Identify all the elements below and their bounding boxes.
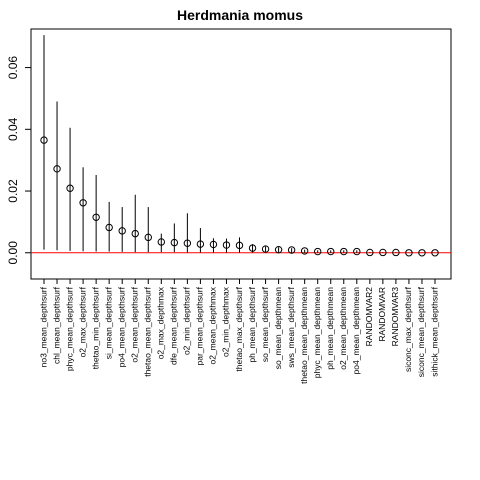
data-point <box>431 249 439 257</box>
data-point <box>92 213 100 221</box>
x-category-label: o2_min_depthsurf <box>182 286 192 355</box>
x-category-label: o2_max_depthsurf <box>77 286 87 357</box>
x-category-label: o2_mean_depthsurf <box>129 286 139 362</box>
x-category-label: po4_mean_depthmean <box>351 287 361 375</box>
data-point <box>379 248 387 257</box>
data-point <box>222 241 231 249</box>
data-point <box>274 245 283 254</box>
data-point <box>66 184 74 192</box>
data-point <box>105 223 113 232</box>
x-category-label: thetao_min_depthsurf <box>90 286 100 369</box>
x-category-label: RANDOMVAR3 <box>390 287 400 347</box>
x-category-label: po4_mean_depthsurf <box>116 286 126 367</box>
x-category-label: siconc_max_depthsurf <box>403 286 413 372</box>
data-point <box>261 245 270 253</box>
data-point <box>405 249 413 257</box>
data-point <box>300 247 309 255</box>
x-category-label: si_mean_depthsurf <box>103 286 113 359</box>
x-category-label: o2_mean_depthmax <box>208 286 218 364</box>
x-category-label: dfe_mean_depthsurf <box>169 286 179 365</box>
data-point <box>392 248 400 257</box>
x-category-label: thetao_mean_depthsurf <box>143 286 153 376</box>
x-category-label: ph_mean_depthsurf <box>247 286 257 362</box>
x-category-label: par_mean_depthsurf <box>195 286 205 365</box>
x-category-label: chl_mean_depthsurf <box>51 286 61 364</box>
data-point <box>79 199 87 207</box>
x-category-label: no3_mean_depthsurf <box>38 286 48 367</box>
x-category-label: so_mean_depthmean <box>273 287 283 370</box>
y-tick-label: 0.06 <box>6 56 20 80</box>
data-point <box>144 233 152 242</box>
x-category-label: thetao_max_depthsurf <box>234 286 244 371</box>
data-point <box>157 238 166 246</box>
data-point <box>40 136 48 144</box>
data-point <box>170 238 179 247</box>
x-category-label: phyc_mean_depthmean <box>312 287 322 378</box>
plot-area: 0.00 0.02 0.04 0.06 no3_mean_depthsurf chl_me… <box>6 28 452 384</box>
x-category-label: ph_mean_depthmean <box>325 287 335 370</box>
data-point <box>327 247 335 256</box>
x-category-label: RANDOMVAR <box>377 287 387 342</box>
x-category-label: RANDOMVAR2 <box>364 287 374 347</box>
x-category-label: so_mean_depthsurf <box>260 286 270 362</box>
data-point <box>287 246 296 254</box>
x-category-label: o2_mean_depthmean <box>338 287 348 370</box>
x-category-label: sithick_mean_depthsurf <box>429 286 439 376</box>
data-point <box>418 249 426 257</box>
x-category-label: sws_mean_depthsurf <box>286 286 296 367</box>
data-point <box>118 227 126 235</box>
chart-title: Herdmania momus <box>177 7 303 23</box>
data-point <box>366 248 374 257</box>
data-point <box>235 241 244 250</box>
data-point <box>183 239 192 247</box>
plot-frame <box>30 28 452 280</box>
data-point <box>340 247 348 256</box>
data-point <box>196 240 205 248</box>
x-category-label: o2_min_depthmax <box>221 286 231 357</box>
x-category-label: thetao_mean_depthmean <box>299 287 309 384</box>
x-category-label: phyc_mean_depthsurf <box>64 286 74 371</box>
y-tick-label: 0.02 <box>6 179 20 203</box>
y-tick-label: 0.00 <box>6 241 20 265</box>
x-category-label: o2_max_depthmax <box>156 286 166 359</box>
data-point <box>314 247 322 256</box>
data-point <box>53 165 61 173</box>
x-category-label: siconc_mean_depthsurf <box>416 286 426 377</box>
y-tick-label: 0.04 <box>6 117 20 141</box>
data-point <box>131 229 139 238</box>
data-point <box>248 244 257 252</box>
data-point <box>209 240 218 249</box>
data-point <box>353 247 361 256</box>
